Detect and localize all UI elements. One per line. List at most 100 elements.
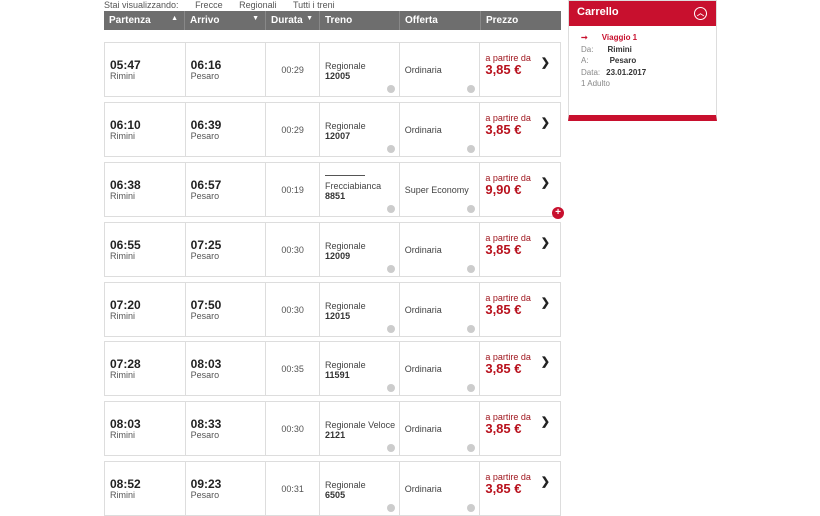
info-icon[interactable] [386, 444, 395, 452]
train-row[interactable]: 07:28 Rimini 08:03 Pesaro 00:35 Regionale 1… [104, 341, 561, 396]
chevron-right-icon[interactable]: ❯ [540, 57, 550, 69]
duration: 00:30 [281, 245, 304, 255]
train-row[interactable]: 06:55 Rimini 07:25 Pesaro 00:30 Regionale 1… [104, 222, 561, 277]
departure-time: 05:47 [110, 58, 141, 72]
price-cell[interactable]: a partire da 3,85 € ❯ [480, 402, 560, 455]
chevron-right-icon[interactable]: ❯ [540, 356, 550, 368]
info-icon[interactable] [386, 504, 395, 512]
info-icon[interactable] [467, 205, 476, 213]
info-icon[interactable] [467, 444, 476, 452]
train-row[interactable]: 06:10 Rimini 06:39 Pesaro 00:29 Regionale 1… [104, 102, 561, 157]
info-icon[interactable] [386, 384, 395, 392]
info-icon[interactable] [386, 325, 395, 333]
chevron-right-icon[interactable]: ❯ [540, 237, 550, 249]
arrival-cell: 07:50 Pesaro [186, 283, 267, 336]
arrival-station: Pesaro [190, 191, 220, 201]
train-name: Frecciabianca 8851 [325, 181, 382, 201]
price: 3,85 € [485, 481, 522, 496]
departure-time: 06:55 [110, 238, 141, 252]
arrival-time: 09:23 [190, 477, 222, 491]
price-from-label: a partire da [485, 113, 531, 123]
info-icon[interactable] [467, 325, 476, 333]
departure-time: 06:38 [110, 178, 141, 192]
price-cell[interactable]: a partire da 3,85 € ❯ [480, 103, 560, 156]
departure-station: Rimini [110, 191, 136, 201]
chevron-right-icon[interactable]: ❯ [540, 177, 550, 189]
train-cell: Frecciabianca 8851 [320, 163, 400, 216]
departure-station: Rimini [110, 311, 136, 321]
departure-station: Rimini [110, 131, 136, 141]
price-from-label: a partire da [485, 173, 531, 183]
info-icon[interactable] [386, 265, 395, 273]
departure-cell: 08:03 Rimini [105, 402, 186, 455]
arrival-station: Pesaro [190, 71, 220, 81]
duration-cell: 00:19 [266, 163, 321, 216]
train-row[interactable]: 08:03 Rimini 08:33 Pesaro 00:30 Regionale … [104, 401, 561, 456]
train-name: Regionale 11591 [325, 360, 366, 380]
offer-name: Ordinaria [404, 65, 442, 75]
info-icon[interactable] [467, 265, 476, 273]
train-row[interactable]: 06:38 Rimini 06:57 Pesaro 00:19 Frecciabia… [104, 162, 564, 219]
cart-header[interactable]: Carrello ︿ [569, 1, 716, 26]
duration-cell: 00:31 [266, 462, 321, 515]
price-cell[interactable]: a partire da 3,85 € ❯ [480, 342, 560, 395]
sort-arrivo[interactable]: Arrivo ▼ [185, 11, 266, 30]
offer-cell: Ordinaria [400, 43, 481, 96]
train-row[interactable]: 07:20 Rimini 07:50 Pesaro 00:30 Regionale 1… [104, 282, 561, 337]
departure-station: Rimini [110, 490, 136, 500]
info-icon[interactable] [467, 504, 476, 512]
price-from-label: a partire da [485, 233, 531, 243]
chevron-right-icon[interactable]: ❯ [540, 476, 550, 488]
train-row[interactable]: 05:47 Rimini 06:16 Pesaro 00:29 Regionale 1… [104, 42, 561, 97]
cart-panel: Carrello ︿ ➞ Viaggio 1 Da: Rimini A: Pesaro… [568, 0, 717, 121]
plus-icon[interactable]: + [551, 207, 564, 219]
duration: 00:19 [281, 185, 304, 195]
price-cell[interactable]: a partire da 3,85 € ❯ [480, 462, 560, 515]
departure-cell: 06:55 Rimini [105, 223, 186, 276]
price-from-label: a partire da [485, 352, 531, 362]
price-cell[interactable]: a partire da 3,85 € ❯ [480, 43, 560, 96]
arrival-station: Pesaro [190, 370, 220, 380]
arrival-cell: 08:33 Pesaro [186, 402, 267, 455]
sort-up-icon: ▲ [171, 15, 178, 22]
arrival-time: 08:33 [190, 417, 222, 431]
info-icon[interactable] [386, 145, 395, 153]
chevron-right-icon[interactable]: ❯ [540, 416, 550, 428]
offer-cell: Ordinaria [400, 103, 481, 156]
offer-name: Ordinaria [404, 305, 442, 315]
collapse-icon[interactable]: ︿ [694, 7, 707, 20]
price-cell[interactable]: a partire da 3,85 € ❯ [480, 223, 560, 276]
filter-regionali[interactable]: Regionali [239, 0, 277, 10]
train-cell: Regionale 12015 [320, 283, 400, 336]
duration: 00:31 [281, 484, 304, 494]
info-icon[interactable] [467, 85, 476, 93]
chevron-right-icon[interactable]: ❯ [540, 297, 550, 309]
price-from-label: a partire da [485, 53, 531, 63]
duration-cell: 00:30 [266, 283, 321, 336]
sort-durata[interactable]: Durata ▼ [266, 11, 320, 30]
duration: 00:29 [281, 65, 304, 75]
arrival-cell: 08:03 Pesaro [186, 342, 267, 395]
chevron-right-icon[interactable]: ❯ [540, 117, 550, 129]
duration: 00:35 [281, 364, 304, 374]
departure-time: 06:10 [110, 118, 141, 132]
info-icon[interactable] [467, 384, 476, 392]
offer-name: Ordinaria [404, 125, 442, 135]
price: 3,85 € [485, 122, 522, 137]
price-cell[interactable]: a partire da 9,90 € ❯ + [480, 163, 564, 219]
duration: 00:30 [281, 424, 304, 434]
price: 3,85 € [485, 421, 522, 436]
filter-frecce[interactable]: Frecce [195, 0, 223, 10]
offer-name: Ordinaria [404, 364, 442, 374]
departure-cell: 07:20 Rimini [105, 283, 186, 336]
info-icon[interactable] [467, 145, 476, 153]
sort-partenza[interactable]: Partenza ▲ [104, 11, 185, 30]
info-icon[interactable] [386, 85, 395, 93]
price-cell[interactable]: a partire da 3,85 € ❯ [480, 283, 560, 336]
trip-title[interactable]: ➞ Viaggio 1 [581, 33, 638, 42]
duration-cell: 00:30 [266, 402, 321, 455]
train-cell: Regionale 12009 [320, 223, 400, 276]
info-icon[interactable] [386, 205, 395, 213]
train-row[interactable]: 08:52 Rimini 09:23 Pesaro 00:31 Regionale 6… [104, 461, 561, 516]
filter-tutti[interactable]: Tutti i treni [292, 0, 335, 10]
